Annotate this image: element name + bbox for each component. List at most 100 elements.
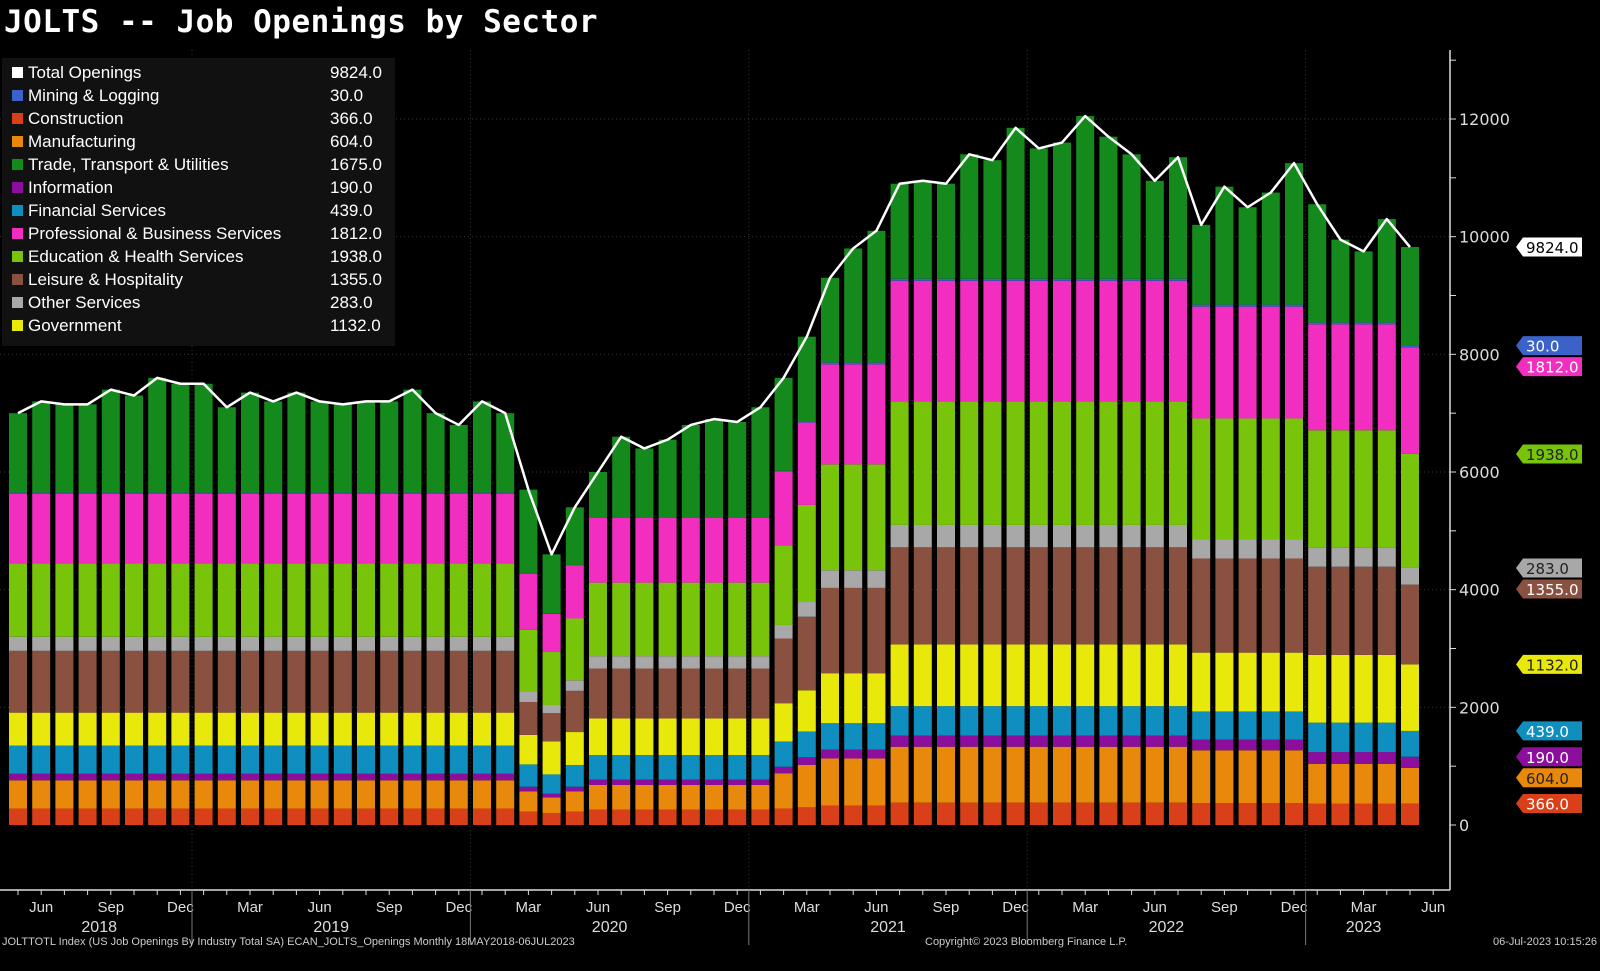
bar-segment	[1354, 566, 1373, 655]
bar-segment	[241, 650, 259, 713]
bar-segment	[612, 809, 631, 825]
x-tick-label: Jun	[1421, 899, 1445, 916]
bar-segment	[241, 636, 259, 651]
bar-segment	[565, 764, 584, 787]
bar-segment	[32, 650, 51, 713]
bar-segment	[194, 712, 213, 746]
bar-segment	[1261, 652, 1280, 712]
bar-segment	[9, 773, 27, 781]
bar-segment	[1215, 539, 1234, 559]
bar-segment	[333, 712, 352, 746]
y-tick-label: 8000	[1459, 345, 1500, 364]
bar-segment	[1169, 706, 1187, 736]
bar-segment	[194, 636, 213, 651]
bar-segment	[913, 401, 932, 525]
bar-segment	[1401, 347, 1419, 454]
bar-segment	[32, 636, 51, 651]
bar-segment	[194, 780, 213, 809]
bar-segment	[1331, 324, 1350, 431]
bar-segment	[1053, 802, 1071, 825]
bar-segment	[589, 668, 607, 719]
bar-segment	[1145, 706, 1164, 736]
legend-value: 1675.0	[330, 155, 382, 174]
bar-segment	[449, 493, 468, 564]
bar-segment	[1354, 752, 1373, 764]
bar-segment	[125, 745, 143, 774]
bar-segment	[1169, 802, 1187, 825]
bar-segment	[357, 650, 375, 713]
bar-segment	[1006, 644, 1025, 707]
bar-segment	[728, 754, 747, 780]
bar-segment	[194, 563, 213, 637]
bar-segment	[1006, 706, 1025, 736]
bar-segment	[9, 808, 27, 825]
bar-segment	[913, 547, 932, 645]
bar-segment	[1029, 280, 1048, 402]
bar-segment	[1099, 735, 1118, 747]
bar-segment	[821, 570, 839, 588]
bar-segment	[194, 808, 213, 825]
bar-segment	[1122, 278, 1141, 281]
value-tag-label: 283.0	[1526, 560, 1569, 578]
bar-segment	[264, 401, 283, 493]
bar-segment	[1169, 280, 1187, 402]
bar-segment	[125, 395, 143, 493]
legend-label: Mining & Logging	[28, 86, 160, 105]
bar-segment	[1401, 767, 1419, 804]
bar-segment	[774, 703, 793, 742]
bar-segment	[728, 517, 747, 518]
bar-segment	[1099, 136, 1118, 279]
bar-segment	[867, 758, 886, 806]
bar-segment	[148, 493, 167, 564]
bar-segment	[1122, 547, 1141, 645]
bar-segment	[357, 492, 375, 494]
bar-segment	[519, 629, 538, 692]
bar-segment	[867, 362, 886, 365]
bar-segment	[821, 464, 839, 571]
bar-segment	[403, 773, 422, 781]
bar-segment	[78, 563, 97, 637]
value-tag-label: 1355.0	[1526, 581, 1579, 599]
bar-segment	[705, 809, 723, 825]
bar-segment	[1377, 324, 1396, 431]
bar-segment	[983, 401, 1002, 525]
bar-segment	[519, 572, 538, 574]
legend-swatch	[12, 67, 23, 78]
bar-segment	[983, 735, 1002, 747]
bar-segment	[32, 493, 51, 564]
bar-segment	[171, 773, 190, 781]
legend-value: 1132.0	[330, 316, 381, 335]
bar-segment	[519, 764, 538, 787]
legend-swatch	[12, 136, 23, 147]
bar-segment	[751, 718, 770, 755]
bar-segment	[148, 773, 167, 781]
x-tick-label: Dec	[1281, 899, 1308, 916]
bar-segment	[1029, 278, 1048, 281]
bar-segment	[1354, 322, 1373, 325]
x-tick-label: Dec	[167, 899, 194, 916]
bar-segment	[1029, 524, 1048, 548]
bar-segment	[78, 404, 97, 493]
bar-segment	[171, 383, 190, 493]
bar-segment	[1308, 547, 1327, 567]
bar-segment	[705, 718, 723, 755]
bar-segment	[1006, 401, 1025, 525]
bar-segment	[1331, 803, 1350, 825]
bar-segment	[1169, 278, 1187, 281]
bar-segment	[403, 712, 422, 746]
bar-segment	[264, 650, 283, 713]
bar-segment	[310, 780, 329, 809]
bar-segment	[357, 401, 375, 493]
value-tag	[1516, 579, 1582, 599]
bar-segment	[589, 784, 607, 810]
bar-segment	[774, 638, 793, 704]
bar-segment	[751, 754, 770, 780]
legend-item: Financial Services 439.0	[12, 199, 373, 222]
bar-segment	[194, 493, 213, 564]
bar-segment	[983, 746, 1002, 803]
bar-segment	[913, 802, 932, 825]
bar-segment	[612, 779, 631, 785]
bar-segment	[983, 160, 1002, 279]
bar-segment	[264, 492, 283, 494]
bar-segment	[1401, 803, 1419, 825]
